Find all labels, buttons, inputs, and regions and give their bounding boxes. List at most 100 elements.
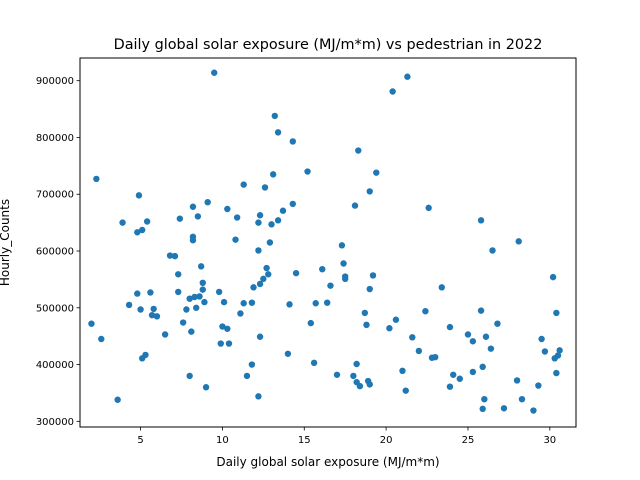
data-point	[556, 347, 563, 354]
data-point	[319, 265, 326, 273]
y-tick-label: 900000	[36, 76, 74, 87]
data-point	[481, 395, 488, 403]
chart-title: Daily global solar exposure (MJ/m*m) vs …	[114, 37, 543, 53]
data-point	[134, 229, 141, 236]
x-axis-ticks: 5 10 15 20 25 30	[137, 427, 556, 446]
data-point	[217, 340, 224, 347]
data-point	[175, 288, 182, 296]
data-point	[114, 396, 121, 403]
data-point	[189, 203, 197, 210]
data-point	[179, 319, 187, 326]
data-point	[199, 286, 206, 293]
y-tick-label: 800000	[36, 133, 74, 144]
x-tick-label: 25	[462, 435, 475, 446]
data-point	[404, 73, 411, 80]
data-point	[143, 218, 151, 225]
y-axis-label: Hourly_Counts	[0, 199, 12, 286]
data-point	[199, 279, 206, 287]
data-point	[363, 321, 370, 329]
data-point	[289, 200, 297, 208]
x-tick-label: 10	[216, 435, 229, 446]
data-point	[256, 212, 264, 219]
data-point	[289, 138, 297, 145]
data-point	[274, 129, 282, 136]
x-axis-label: Daily global solar exposure (MJ/m*m)	[216, 455, 439, 469]
data-point	[119, 219, 126, 226]
data-point	[402, 387, 409, 394]
data-point	[219, 323, 226, 330]
data-point	[553, 369, 560, 377]
data-point	[204, 198, 211, 206]
data-point	[479, 363, 486, 371]
data-point	[161, 331, 169, 338]
data-point	[356, 382, 364, 390]
data-point	[469, 338, 477, 345]
data-point	[333, 371, 341, 378]
data-point	[98, 335, 105, 343]
data-point	[240, 181, 247, 188]
data-point	[338, 242, 346, 249]
data-point	[355, 147, 362, 154]
data-point	[500, 405, 508, 412]
data-point	[243, 372, 251, 380]
data-point	[312, 300, 319, 307]
data-point	[196, 293, 203, 300]
data-point	[255, 219, 262, 226]
data-point	[482, 333, 490, 340]
data-point	[188, 328, 195, 335]
data-point	[197, 263, 205, 270]
y-tick-label: 600000	[36, 247, 74, 258]
data-point	[553, 309, 560, 317]
data-point	[211, 69, 218, 76]
data-point	[147, 289, 154, 296]
y-tick-label: 700000	[36, 190, 74, 201]
data-point	[487, 345, 495, 352]
data-point	[425, 204, 432, 212]
data-point	[389, 88, 396, 95]
data-point	[386, 325, 393, 332]
x-tick-label: 20	[380, 435, 393, 446]
data-point	[233, 214, 241, 221]
data-point	[171, 252, 179, 260]
data-point	[255, 393, 262, 400]
data-point	[366, 188, 373, 195]
data-point	[189, 237, 197, 244]
data-point	[250, 284, 257, 291]
data-point	[240, 300, 247, 307]
data-point	[515, 238, 522, 245]
data-point	[279, 207, 287, 214]
data-point	[224, 325, 231, 332]
data-point	[266, 239, 274, 246]
data-point	[186, 295, 193, 302]
data-point	[554, 352, 562, 359]
data-point	[422, 307, 429, 315]
data-point	[248, 299, 256, 306]
data-point	[232, 236, 239, 243]
data-point	[310, 359, 318, 367]
points-layer	[88, 69, 563, 414]
data-point	[464, 331, 472, 338]
data-point	[194, 213, 202, 220]
data-point	[341, 273, 349, 280]
data-point	[340, 260, 347, 267]
data-point	[286, 301, 293, 308]
data-point	[304, 168, 311, 175]
x-tick-label: 5	[137, 435, 143, 446]
data-point	[469, 368, 477, 376]
data-point	[150, 305, 157, 313]
data-point	[538, 335, 545, 343]
data-point	[248, 361, 256, 368]
data-point	[202, 384, 210, 391]
x-tick-label: 30	[543, 435, 556, 446]
data-point	[220, 298, 228, 306]
data-point	[456, 375, 463, 382]
data-point	[438, 284, 445, 291]
data-point	[125, 301, 133, 309]
data-point	[201, 298, 208, 306]
y-tick-label: 400000	[36, 360, 74, 371]
data-point	[392, 316, 400, 323]
data-point	[268, 221, 275, 228]
data-point	[175, 271, 182, 278]
data-point	[93, 175, 100, 183]
